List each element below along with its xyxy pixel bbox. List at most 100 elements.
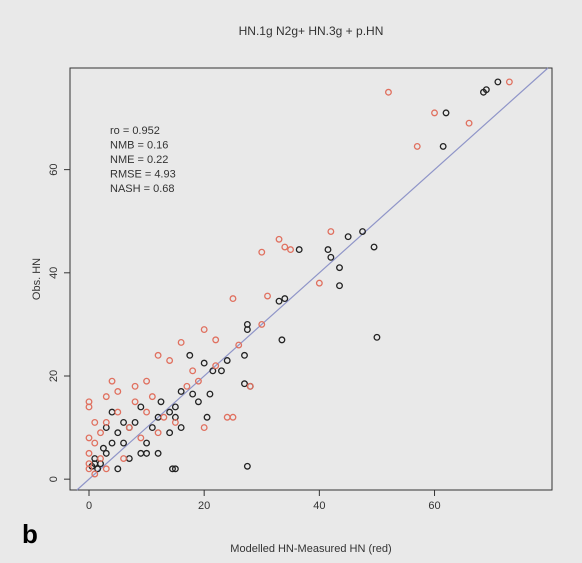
point bbox=[281, 295, 289, 303]
point bbox=[166, 357, 174, 364]
point bbox=[143, 439, 151, 447]
point bbox=[203, 413, 211, 421]
point bbox=[131, 398, 139, 406]
point bbox=[241, 380, 248, 388]
point bbox=[442, 109, 450, 117]
point bbox=[143, 377, 151, 385]
point bbox=[120, 418, 128, 426]
point bbox=[336, 264, 343, 272]
point bbox=[287, 246, 295, 254]
point bbox=[114, 408, 122, 416]
point bbox=[212, 362, 220, 370]
point bbox=[157, 398, 165, 406]
point bbox=[154, 351, 162, 359]
point bbox=[120, 455, 128, 462]
point bbox=[223, 357, 231, 364]
point bbox=[154, 449, 162, 457]
point bbox=[275, 235, 283, 243]
point bbox=[131, 418, 139, 426]
point bbox=[85, 460, 93, 468]
point bbox=[439, 142, 447, 150]
point bbox=[315, 279, 323, 287]
plot-frame bbox=[69, 67, 553, 491]
point bbox=[169, 465, 176, 473]
point bbox=[295, 246, 303, 254]
point bbox=[125, 424, 133, 432]
x-tick-label: 40 bbox=[313, 500, 325, 512]
point bbox=[160, 413, 168, 421]
point bbox=[186, 351, 194, 359]
point bbox=[177, 424, 185, 432]
point bbox=[99, 444, 107, 452]
point bbox=[177, 388, 185, 395]
point bbox=[183, 382, 191, 390]
y-tick-label: 60 bbox=[48, 164, 60, 176]
point bbox=[108, 377, 116, 385]
point bbox=[125, 455, 133, 462]
point bbox=[278, 336, 286, 344]
point bbox=[336, 282, 343, 290]
point bbox=[327, 228, 335, 235]
point bbox=[200, 359, 208, 367]
point bbox=[258, 248, 266, 256]
point bbox=[143, 449, 151, 457]
point bbox=[209, 367, 217, 375]
point bbox=[137, 403, 145, 411]
point bbox=[359, 228, 366, 235]
point bbox=[189, 367, 197, 375]
point bbox=[241, 351, 248, 359]
stat-annotation: NASH = 0.68 bbox=[110, 183, 175, 195]
point bbox=[143, 408, 151, 416]
point bbox=[324, 246, 332, 254]
point bbox=[114, 429, 122, 437]
point bbox=[505, 78, 513, 86]
point bbox=[264, 292, 271, 300]
point bbox=[91, 470, 99, 478]
point bbox=[258, 320, 266, 328]
point bbox=[148, 393, 156, 401]
point bbox=[85, 403, 93, 411]
point bbox=[166, 408, 174, 416]
stat-annotation: RMSE = 4.93 bbox=[110, 168, 176, 180]
point bbox=[102, 449, 110, 457]
point bbox=[108, 439, 116, 447]
point bbox=[148, 424, 156, 432]
point bbox=[97, 455, 104, 462]
point bbox=[91, 439, 99, 447]
point bbox=[102, 393, 110, 401]
y-tick-label: 20 bbox=[48, 370, 60, 382]
point bbox=[171, 418, 179, 426]
point bbox=[91, 418, 99, 426]
point bbox=[212, 336, 220, 344]
point bbox=[373, 333, 381, 341]
y-tick-label: 0 bbox=[48, 476, 60, 482]
point bbox=[85, 449, 93, 457]
point bbox=[85, 434, 93, 442]
chart-title: HN.1g N2g+ HN.3g + p.HN bbox=[239, 24, 384, 38]
point bbox=[137, 434, 145, 442]
stat-annotation: NME = 0.22 bbox=[110, 154, 168, 166]
point bbox=[243, 326, 251, 334]
point bbox=[200, 424, 208, 432]
identity-line bbox=[76, 67, 549, 491]
point bbox=[171, 465, 179, 473]
point bbox=[166, 429, 174, 437]
point bbox=[370, 243, 378, 251]
point bbox=[114, 388, 122, 395]
point bbox=[114, 465, 122, 473]
point bbox=[385, 88, 392, 96]
x-tick-label: 0 bbox=[86, 500, 92, 512]
point bbox=[223, 413, 231, 421]
point bbox=[194, 377, 202, 385]
y-axis-label: Obs. HN bbox=[31, 258, 43, 300]
y-tick-label: 40 bbox=[48, 267, 60, 279]
point bbox=[275, 297, 283, 305]
point bbox=[108, 408, 116, 416]
point bbox=[218, 367, 225, 375]
point bbox=[206, 390, 214, 398]
point bbox=[413, 142, 421, 150]
x-tick-label: 60 bbox=[428, 500, 440, 512]
point bbox=[344, 233, 352, 241]
point bbox=[246, 382, 254, 390]
